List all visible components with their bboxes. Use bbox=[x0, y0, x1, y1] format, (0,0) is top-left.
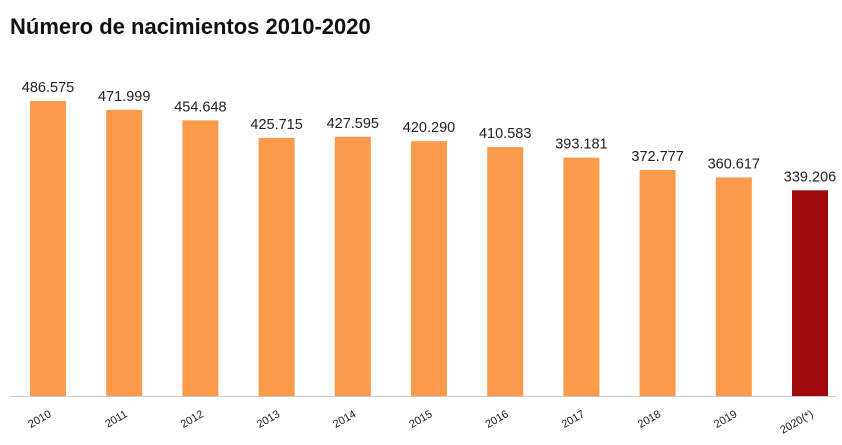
bar-2018 bbox=[639, 170, 676, 396]
x-tick-label-2016: 2016 bbox=[483, 408, 510, 431]
x-tick-labels-group: 2010 2011 2012 2013 2014 2015 2016 2017 2018 2019… bbox=[26, 408, 815, 436]
value-label-2018: 372.777 bbox=[631, 149, 683, 165]
bars-group bbox=[30, 101, 828, 397]
bar-2012 bbox=[182, 120, 219, 397]
value-label-2020(*): 339.206 bbox=[784, 169, 836, 185]
x-tick-label-2020(*): 2020(*) bbox=[778, 408, 815, 436]
bar-2020(*) bbox=[792, 190, 828, 396]
bar-2019 bbox=[715, 177, 752, 396]
value-labels-group: 486.575 471.999 454.648 425.715 427.595 420.2… bbox=[22, 80, 836, 185]
x-tick-label-2014: 2014 bbox=[331, 408, 358, 431]
bar-2011 bbox=[106, 109, 143, 397]
chart-title: Número de nacimientos 2010-2020 bbox=[10, 14, 371, 39]
bar-2010 bbox=[30, 101, 66, 396]
bar-2014 bbox=[334, 136, 371, 397]
x-tick-label-2012: 2012 bbox=[179, 408, 206, 431]
value-label-2012: 454.648 bbox=[174, 99, 226, 115]
bar-2013 bbox=[258, 137, 295, 396]
value-label-2015: 420.290 bbox=[403, 120, 455, 136]
bar-2017 bbox=[563, 157, 600, 396]
value-label-2016: 410.583 bbox=[479, 126, 531, 142]
bar-2016 bbox=[487, 147, 524, 396]
value-label-2013: 425.715 bbox=[250, 117, 302, 133]
x-tick-label-2013: 2013 bbox=[255, 408, 282, 431]
x-tick-label-2015: 2015 bbox=[407, 408, 434, 431]
x-tick-label-2011: 2011 bbox=[103, 408, 129, 430]
value-label-2017: 393.181 bbox=[555, 137, 607, 153]
value-label-2010: 486.575 bbox=[22, 80, 74, 96]
value-label-2019: 360.617 bbox=[708, 156, 760, 172]
bar-2015 bbox=[411, 141, 447, 396]
x-tick-label-2019: 2019 bbox=[712, 408, 739, 431]
value-label-2014: 427.595 bbox=[327, 116, 379, 132]
x-tick-label-2018: 2018 bbox=[636, 408, 663, 431]
value-label-2011: 471.999 bbox=[98, 89, 150, 105]
x-tick-label-2010: 2010 bbox=[26, 408, 53, 431]
x-tick-label-2017: 2017 bbox=[560, 408, 587, 431]
